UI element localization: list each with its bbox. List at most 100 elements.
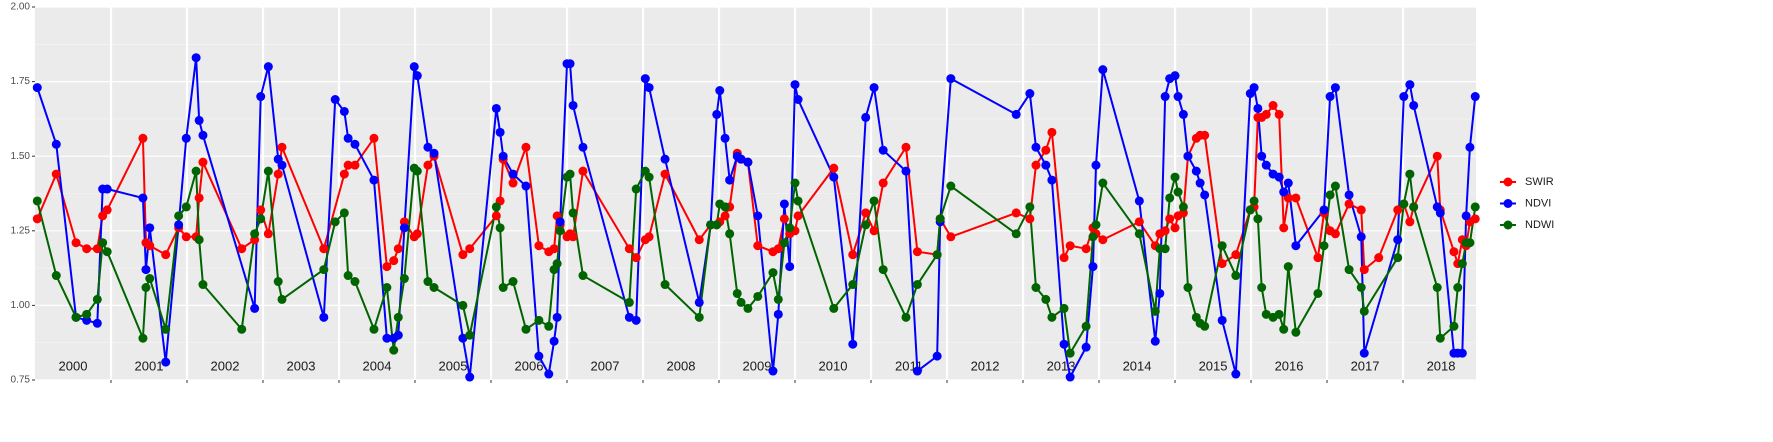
data-point bbox=[869, 83, 879, 93]
data-point bbox=[1470, 214, 1480, 224]
data-point bbox=[544, 321, 554, 331]
y-tick-label: 1.50 bbox=[11, 151, 31, 162]
year-label: 2017 bbox=[1351, 358, 1380, 373]
data-point bbox=[715, 86, 725, 96]
data-point bbox=[498, 282, 508, 292]
data-point bbox=[194, 115, 204, 125]
year-label: 2009 bbox=[743, 358, 772, 373]
data-point bbox=[1025, 214, 1035, 224]
data-point bbox=[319, 265, 329, 275]
data-point bbox=[1088, 232, 1098, 242]
data-point bbox=[161, 357, 171, 367]
data-point bbox=[1409, 100, 1419, 110]
y-tick-label: 0.75 bbox=[11, 375, 31, 386]
data-point bbox=[1393, 253, 1403, 263]
data-point bbox=[1031, 160, 1041, 170]
data-point bbox=[1279, 223, 1289, 233]
data-point bbox=[1261, 160, 1271, 170]
year-label: 2007 bbox=[591, 358, 620, 373]
legend-key-point bbox=[1503, 177, 1513, 187]
data-point bbox=[1173, 187, 1183, 197]
data-point bbox=[181, 202, 191, 212]
data-point bbox=[194, 235, 204, 245]
data-point bbox=[495, 127, 505, 137]
data-point bbox=[631, 184, 641, 194]
data-point bbox=[161, 324, 171, 334]
data-point bbox=[753, 291, 763, 301]
data-point bbox=[640, 74, 650, 84]
data-point bbox=[339, 169, 349, 179]
data-point bbox=[277, 142, 287, 152]
data-point bbox=[350, 139, 360, 149]
data-point bbox=[256, 214, 266, 224]
data-point bbox=[1041, 294, 1051, 304]
year-label: 2002 bbox=[211, 358, 240, 373]
year-label: 2004 bbox=[363, 358, 392, 373]
data-point bbox=[1470, 202, 1480, 212]
data-point bbox=[932, 351, 942, 361]
data-point bbox=[71, 238, 81, 248]
data-point bbox=[1261, 309, 1271, 319]
y-tick-label: 1.00 bbox=[11, 300, 31, 311]
data-point bbox=[1465, 238, 1475, 248]
legend-label: NDVI bbox=[1525, 197, 1551, 209]
data-point bbox=[32, 214, 42, 224]
data-point bbox=[1183, 282, 1193, 292]
data-point bbox=[181, 232, 191, 242]
data-point bbox=[343, 133, 353, 143]
data-point bbox=[946, 181, 956, 191]
data-point bbox=[1330, 229, 1340, 239]
data-point bbox=[912, 247, 922, 257]
data-point bbox=[829, 172, 839, 182]
data-point bbox=[743, 303, 753, 313]
data-point bbox=[1231, 271, 1241, 281]
data-point bbox=[1098, 65, 1108, 75]
data-point bbox=[1217, 315, 1227, 325]
data-point bbox=[174, 211, 184, 221]
data-point bbox=[1173, 92, 1183, 102]
data-point bbox=[1449, 321, 1459, 331]
data-point bbox=[1091, 220, 1101, 230]
data-point bbox=[773, 294, 783, 304]
year-label: 2001 bbox=[135, 358, 164, 373]
data-point bbox=[1165, 214, 1175, 224]
data-point bbox=[491, 211, 501, 221]
data-point bbox=[1134, 217, 1144, 227]
data-point bbox=[736, 297, 746, 307]
data-point bbox=[1374, 253, 1384, 263]
data-point bbox=[1191, 166, 1201, 176]
data-point bbox=[1011, 208, 1021, 218]
data-point bbox=[1432, 282, 1442, 292]
data-point bbox=[412, 71, 422, 81]
data-point bbox=[1279, 324, 1289, 334]
data-point bbox=[521, 142, 531, 152]
data-point bbox=[720, 202, 730, 212]
data-point bbox=[1409, 202, 1419, 212]
data-point bbox=[1393, 235, 1403, 245]
data-point bbox=[498, 151, 508, 161]
data-point bbox=[568, 208, 578, 218]
data-point bbox=[1405, 169, 1415, 179]
data-point bbox=[1098, 235, 1108, 245]
data-point bbox=[343, 160, 353, 170]
data-point bbox=[1356, 205, 1366, 215]
data-point bbox=[1453, 282, 1463, 292]
data-point bbox=[861, 112, 871, 122]
data-point bbox=[1200, 321, 1210, 331]
data-point bbox=[330, 217, 340, 227]
data-point bbox=[1313, 253, 1323, 263]
data-point bbox=[237, 324, 247, 334]
data-point bbox=[382, 262, 392, 272]
data-point bbox=[465, 372, 475, 382]
data-point bbox=[51, 169, 61, 179]
data-point bbox=[1170, 223, 1180, 233]
data-point bbox=[534, 315, 544, 325]
data-point bbox=[508, 277, 518, 287]
legend-label: NDWI bbox=[1525, 219, 1554, 231]
data-point bbox=[1435, 333, 1445, 343]
data-point bbox=[409, 62, 419, 72]
data-point bbox=[141, 265, 151, 275]
data-point bbox=[1217, 259, 1227, 269]
data-point bbox=[393, 330, 403, 340]
data-point bbox=[339, 208, 349, 218]
